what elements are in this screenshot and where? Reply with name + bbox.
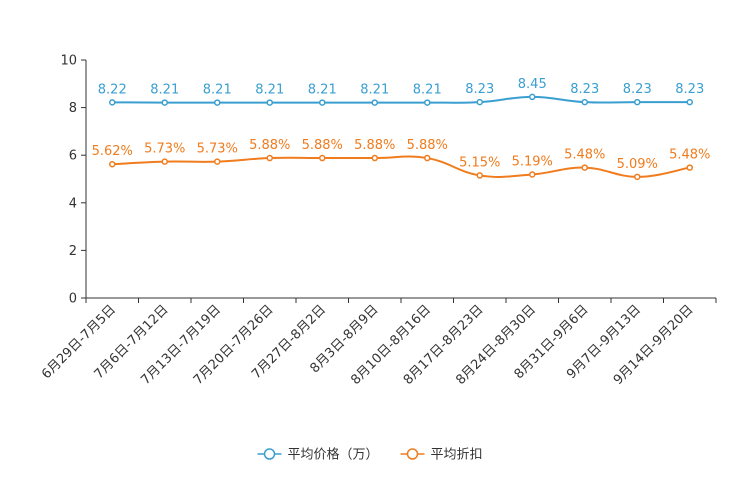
series-0-data-label: 8.23 <box>675 82 704 97</box>
series-1-data-label: 5.73% <box>197 142 238 157</box>
series-0-point <box>581 98 588 106</box>
series-1-point <box>109 160 116 168</box>
series-0-data-label: 8.21 <box>150 83 179 98</box>
series-1-data-label: 5.62% <box>92 144 133 159</box>
series-1-point <box>371 154 378 162</box>
y-tick-label: 0 <box>69 292 77 307</box>
series-0-data-label: 8.22 <box>98 82 127 97</box>
series-0-data-label: 8.23 <box>570 82 599 97</box>
series-0-data-label: 8.23 <box>465 82 494 97</box>
series-0-data-label: 8.21 <box>203 83 232 98</box>
series-1-point <box>266 154 273 162</box>
series-0-point <box>161 99 168 106</box>
series-1-point <box>424 154 431 162</box>
series-0-point <box>319 99 326 106</box>
series-0-point <box>266 99 273 106</box>
series-0-point <box>371 99 378 106</box>
y-tick-label: 8 <box>69 101 77 116</box>
series-0-point <box>634 98 641 106</box>
legend-label-0: 平均价格（万） <box>288 447 379 463</box>
series-1-data-label: 5.88% <box>354 138 395 153</box>
series-0-data-label: 8.21 <box>308 83 337 98</box>
series-1-point <box>319 154 326 162</box>
series-0-point <box>214 99 221 106</box>
series-1-data-label: 5.48% <box>564 148 605 163</box>
series-0-data-label: 8.21 <box>255 83 284 98</box>
series-0-point <box>529 93 536 101</box>
series-1-data-label: 5.73% <box>144 142 185 157</box>
series-line-0 <box>112 95 690 104</box>
series-1-data-label: 5.48% <box>669 148 710 163</box>
legend-marker-0 <box>263 448 276 460</box>
series-0-point <box>109 99 116 106</box>
series-line-1 <box>112 155 690 178</box>
y-tick-label: 2 <box>69 244 77 259</box>
legend-marker-1 <box>406 448 419 460</box>
y-tick-label: 10 <box>60 54 77 69</box>
series-0-data-label: 8.45 <box>518 77 547 92</box>
series-0-data-label: 8.21 <box>360 83 389 98</box>
series-0-point <box>686 98 693 106</box>
series-1-data-label: 5.09% <box>617 157 658 172</box>
series-1-point <box>581 164 588 171</box>
series-0-data-label: 8.21 <box>413 83 442 98</box>
series-1-point <box>161 158 168 165</box>
series-1-data-label: 5.19% <box>512 154 553 169</box>
series-0-data-label: 8.23 <box>623 82 652 97</box>
series-1-data-label: 5.88% <box>302 138 343 153</box>
series-1-data-label: 5.15% <box>459 155 500 170</box>
series-1-point <box>529 171 536 178</box>
legend-label-1: 平均折扣 <box>431 448 483 463</box>
series-1-point <box>686 164 693 171</box>
series-1-data-label: 5.88% <box>407 138 448 153</box>
series-1-point <box>634 173 641 181</box>
series-1-point <box>214 158 221 165</box>
series-1-point <box>476 172 483 179</box>
series-1-data-label: 5.88% <box>249 138 290 153</box>
y-tick-label: 6 <box>69 149 77 164</box>
y-tick-label: 4 <box>69 196 77 211</box>
series-0-point <box>476 98 483 106</box>
series-0-point <box>424 99 431 106</box>
